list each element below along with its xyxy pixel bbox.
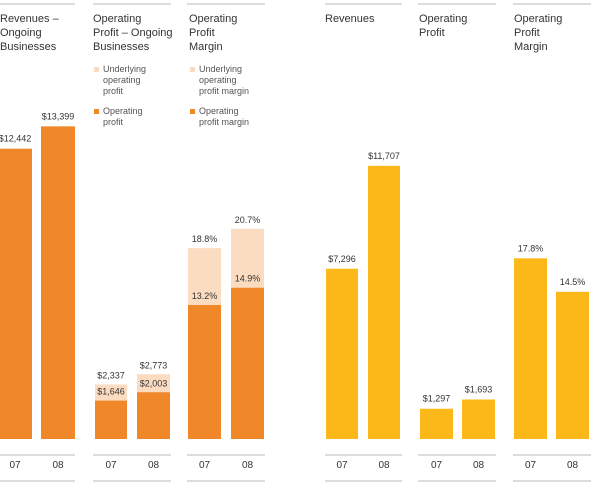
chart-title-line: Businesses <box>93 41 150 53</box>
legend-label-line: profit <box>103 117 124 127</box>
value-label-total-2-0: 18.8% <box>192 234 218 244</box>
bar-operating-2-0 <box>188 305 221 439</box>
chart-title-line: Profit <box>514 27 540 39</box>
value-label-total-2-1: 20.7% <box>235 215 261 225</box>
x-tick-label-1-0: 07 <box>105 460 117 471</box>
bar-5-1 <box>556 291 589 439</box>
bar-4-1 <box>462 399 495 439</box>
legend-label-2-0: Underlying operating profit margin <box>199 64 249 96</box>
legend-label-line: profit margin <box>199 117 249 127</box>
value-label-inner-2-0: 13.2% <box>192 291 218 301</box>
value-label-4-0: $1,297 <box>423 394 451 404</box>
legend-label-line: Underlying <box>199 64 242 74</box>
x-tick-label-1-1: 08 <box>148 460 160 471</box>
legend-label-line: operating <box>103 75 141 85</box>
x-tick-label-4-1: 08 <box>473 460 485 471</box>
legend-swatch-1-1 <box>94 109 99 114</box>
legend-label-line: profit margin <box>199 86 249 96</box>
legend-swatch-2-1 <box>190 109 195 114</box>
value-label-inner-1-0: $1,646 <box>97 387 125 397</box>
bar-0-0 <box>0 148 32 440</box>
bar-0-1 <box>41 126 75 440</box>
bar-4-0 <box>420 408 453 439</box>
value-label-4-1: $1,693 <box>465 384 493 394</box>
chart-title-line: Margin <box>189 41 223 53</box>
x-tick-label-5-0: 07 <box>525 460 537 471</box>
x-tick-label-4-0: 07 <box>431 460 443 471</box>
bar-3-1 <box>368 165 400 439</box>
x-tick-label-2-1: 08 <box>242 460 254 471</box>
chart-title-line: Profit – Ongoing <box>93 27 173 39</box>
legend-label-line: Operating <box>199 106 239 116</box>
chart-title-line: Margin <box>514 41 548 53</box>
x-tick-label-3-0: 07 <box>336 460 348 471</box>
chart-title-1: Operating Profit – Ongoing Businesses <box>93 13 173 53</box>
legend-label-1-0: Underlying operating profit <box>103 64 146 96</box>
chart-title-4: Operating Profit <box>419 13 467 39</box>
legend-label-1-1: Operating profit <box>103 106 143 127</box>
value-label-total-1-0: $2,337 <box>97 370 125 380</box>
bar-5-0 <box>514 258 547 439</box>
chart-title-line: Businesses <box>0 41 57 53</box>
x-tick-label-0-0: 07 <box>9 460 21 471</box>
chart-title-line: Operating <box>514 13 562 25</box>
value-label-total-1-1: $2,773 <box>140 360 168 370</box>
x-tick-label-5-1: 08 <box>567 460 579 471</box>
value-label-3-1: $11,707 <box>368 151 400 161</box>
x-tick-label-0-1: 08 <box>52 460 64 471</box>
chart-title-line: Operating <box>189 13 237 25</box>
value-label-inner-1-1: $2,003 <box>140 378 168 388</box>
bar-operating-1-1 <box>137 392 170 439</box>
value-label-5-1: 14.5% <box>560 277 586 287</box>
legend-label-line: Underlying <box>103 64 146 74</box>
value-label-0-0: $12,442 <box>0 134 31 144</box>
bar-3-0 <box>326 268 358 439</box>
chart-title-2: Operating Profit Margin <box>189 13 237 53</box>
chart-title-line: Revenues – <box>0 13 60 25</box>
chart-title-line: Ongoing <box>0 27 42 39</box>
chart-title-line: Revenues <box>325 13 375 25</box>
chart-title-line: Profit <box>189 27 215 39</box>
legend-label-line: Operating <box>103 106 143 116</box>
chart-title-5: Operating Profit Margin <box>514 13 562 53</box>
x-tick-label-2-0: 07 <box>199 460 211 471</box>
chart-title-3: Revenues <box>325 13 375 25</box>
x-tick-label-3-1: 08 <box>378 460 390 471</box>
chart-title-line: Operating <box>419 13 467 25</box>
chart-title-0: Revenues – Ongoing Businesses <box>0 13 60 53</box>
legend-swatch-1-0 <box>94 67 99 72</box>
legend-label-line: operating <box>199 75 237 85</box>
legend-label-line: profit <box>103 86 124 96</box>
legend-label-2-1: Operating profit margin <box>199 106 249 127</box>
value-label-inner-2-1: 14.9% <box>235 274 261 284</box>
value-label-3-0: $7,296 <box>328 254 356 264</box>
chart-title-line: Operating <box>93 13 141 25</box>
legend-swatch-2-0 <box>190 67 195 72</box>
chart-title-line: Profit <box>419 27 445 39</box>
bar-operating-2-1 <box>231 287 264 439</box>
value-label-5-0: 17.8% <box>518 243 544 253</box>
bar-operating-1-0 <box>95 400 127 439</box>
value-label-0-1: $13,399 <box>42 111 75 121</box>
